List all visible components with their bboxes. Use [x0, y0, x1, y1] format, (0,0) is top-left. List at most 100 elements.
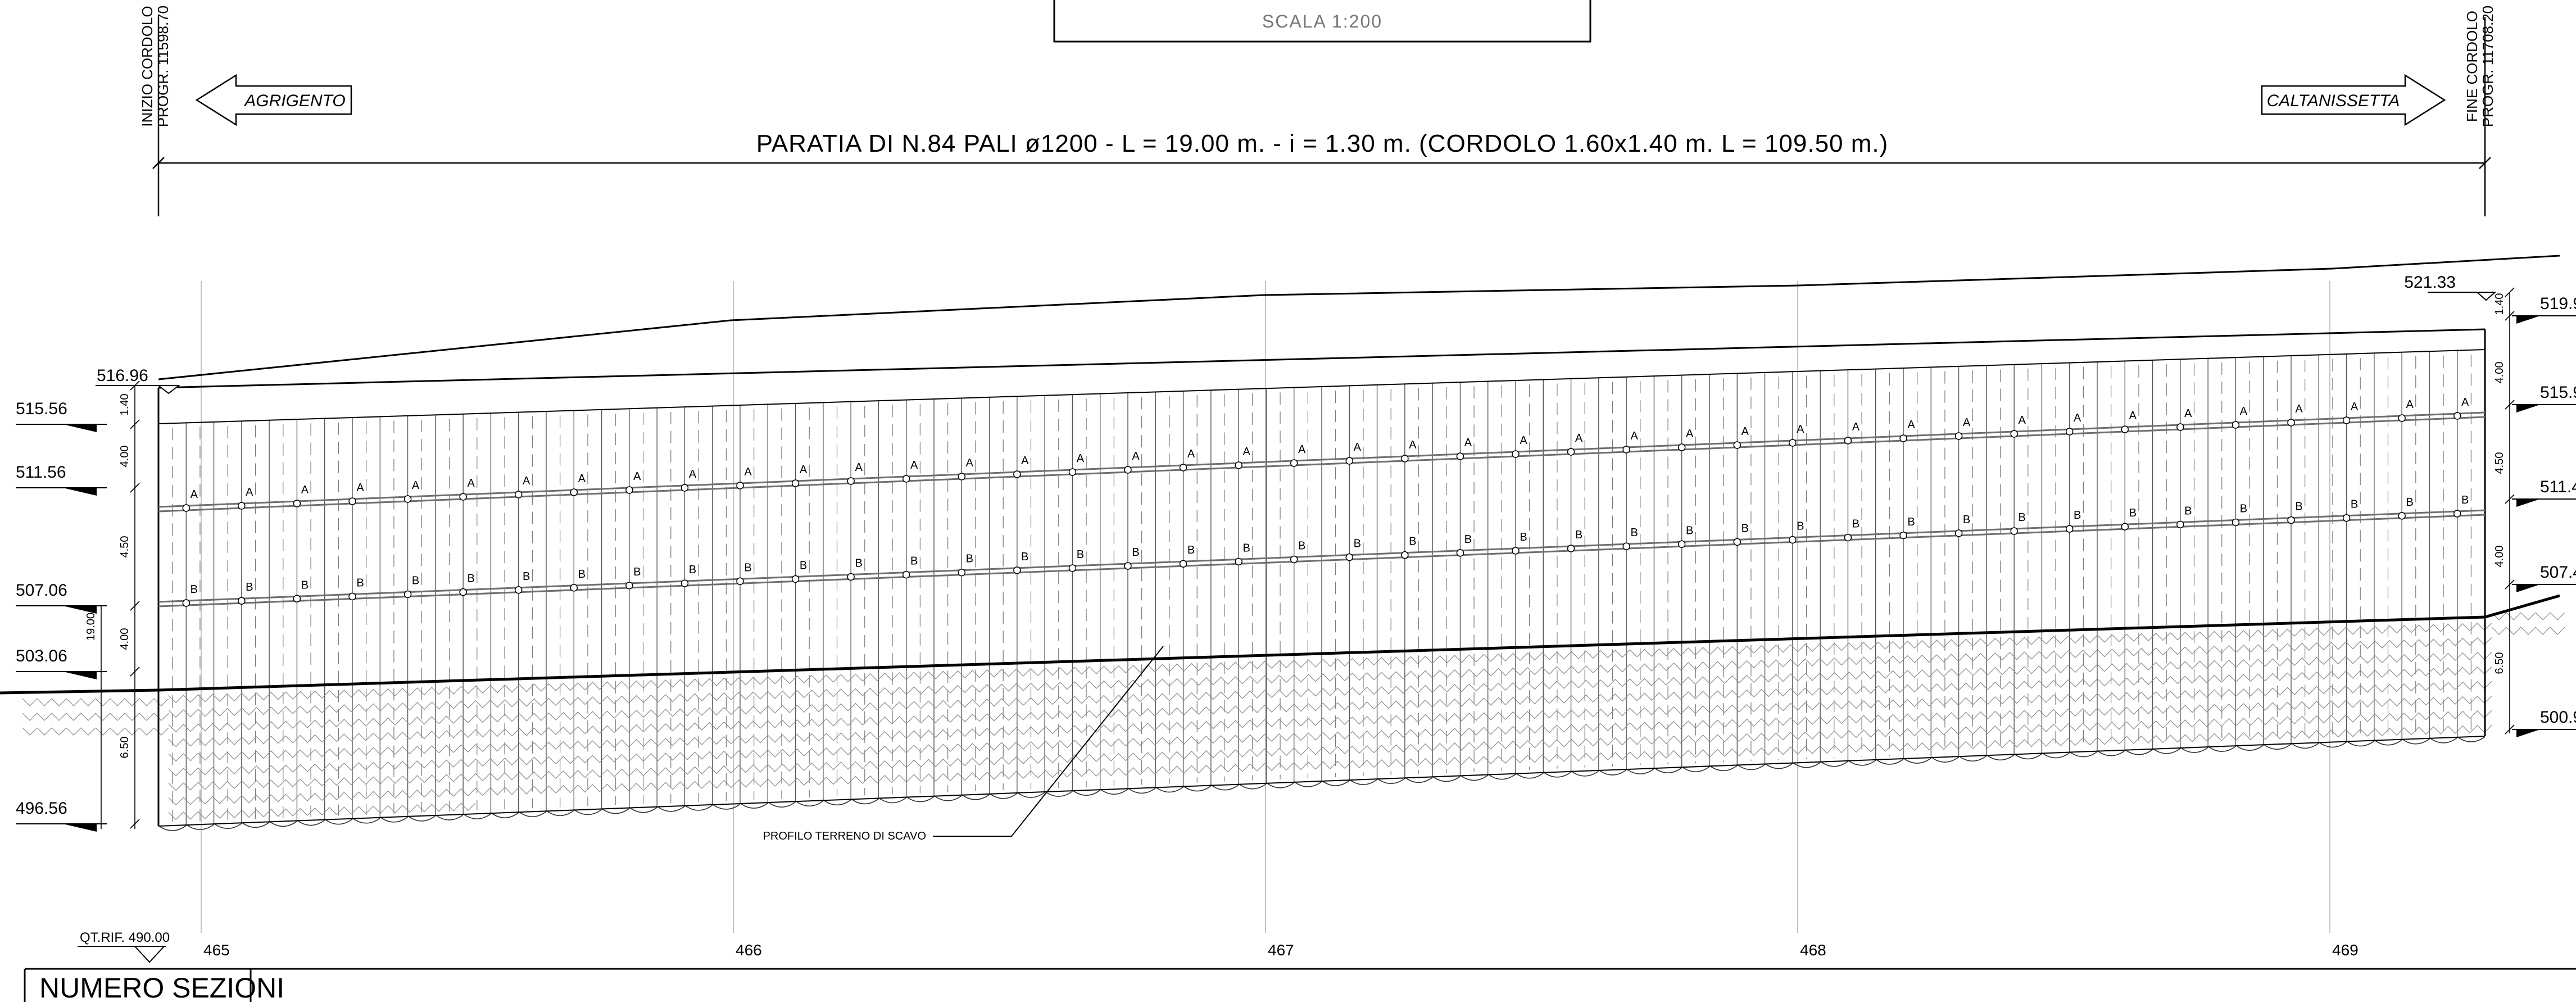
- anchor-head: [1179, 464, 1187, 471]
- pile: [296, 419, 325, 826]
- anchor-label: A: [855, 461, 863, 474]
- ground-hatch: [22, 612, 2565, 820]
- anchor-head: [293, 595, 301, 603]
- anchor-label: B: [412, 575, 419, 587]
- anchor-head: [2398, 414, 2406, 422]
- pile: [2318, 354, 2347, 748]
- anchor-label: B: [2406, 496, 2413, 509]
- anchor-head: [1733, 538, 1741, 546]
- arrow-left-icon: [195, 74, 352, 126]
- level-triangle-icon: [2475, 292, 2497, 301]
- level-triangle-icon: [2516, 405, 2540, 412]
- pile: [906, 399, 935, 802]
- anchor-label: A: [2461, 396, 2469, 409]
- left-elevations: 516.96 515.56 511.56 507.06 503.06 496.56: [16, 366, 180, 832]
- anchor-head: [1456, 549, 1464, 557]
- anchor-label: A: [2184, 407, 2192, 420]
- anchor-label: A: [356, 482, 364, 494]
- direction-caltanissetta: CALTANISSETTA: [2267, 92, 2400, 110]
- anchor-head: [1290, 555, 1298, 564]
- pile: [435, 414, 464, 820]
- pile: [740, 405, 768, 809]
- anchor-head: [1013, 470, 1021, 478]
- anchor-label: B: [1520, 531, 1527, 543]
- anchor-head: [2010, 527, 2018, 535]
- anchor-label: A: [1021, 455, 1029, 467]
- anchor-label: A: [578, 473, 586, 485]
- anchor-label: B: [966, 553, 973, 565]
- anchor-head: [459, 493, 467, 501]
- anchor-label: B: [2295, 501, 2302, 513]
- anchor-head: [1567, 448, 1575, 456]
- pile: [1349, 385, 1378, 785]
- pile: [1598, 377, 1627, 776]
- dimension-label: 4.00: [119, 446, 131, 468]
- anchor-label: A: [191, 488, 198, 501]
- anchor-label: A: [2406, 398, 2414, 411]
- anchor-head: [1345, 457, 1354, 465]
- direction-agrigento: AGRIGENTO: [243, 92, 345, 110]
- pile: [2097, 361, 2125, 756]
- elevation-left: 496.56: [16, 799, 107, 832]
- dimension-label: 4.00: [119, 628, 131, 650]
- pile: [1155, 391, 1184, 793]
- level-triangle-icon: [157, 385, 180, 395]
- anchor-label: B: [1686, 524, 1693, 537]
- anchor-head: [1179, 560, 1187, 568]
- section-number: 468: [1800, 941, 1826, 959]
- anchor-head: [514, 586, 523, 594]
- elevation-right: 511.4: [2512, 478, 2576, 507]
- anchor-head: [1124, 562, 1132, 570]
- pile: [767, 403, 796, 808]
- start-label-line2: PROGR. 11598.70: [155, 6, 171, 127]
- pile: [518, 411, 547, 818]
- scale-box: SCALA 1:200: [1053, 0, 1591, 43]
- anchor-label: A: [2074, 412, 2081, 424]
- pile: [684, 406, 713, 811]
- pile: [1432, 382, 1461, 782]
- anchor-head: [2232, 421, 2240, 429]
- anchor-head: [1622, 446, 1630, 454]
- anchor-head: [2065, 428, 2074, 436]
- anchor-label: B: [191, 583, 198, 596]
- anchor-head: [1677, 540, 1686, 548]
- elevation-right: 515.9: [2512, 383, 2576, 412]
- anchor-label: B: [1575, 529, 1582, 541]
- piles: [158, 350, 2486, 831]
- anchor-label: B: [2461, 494, 2469, 506]
- anchor-head: [238, 502, 246, 510]
- anchor-label: B: [1132, 546, 1139, 559]
- excavation-profile: PROFILO TERRENO DI SCAVO: [0, 594, 2560, 842]
- pile: [1930, 366, 1960, 763]
- level-triangle-icon: [2516, 499, 2540, 507]
- anchor-label: A: [1298, 443, 1306, 456]
- pile: [2041, 363, 2070, 759]
- dimension-label: 4.50: [119, 536, 131, 558]
- anchor-head: [1345, 553, 1354, 561]
- elevation-label: 511.4: [2540, 478, 2576, 496]
- anchor-label: A: [1132, 450, 1140, 463]
- elevation-label: 503.06: [16, 647, 67, 665]
- section-number: 469: [2332, 941, 2359, 959]
- anchor-label: A: [523, 475, 530, 487]
- anchor-head: [2287, 516, 2295, 524]
- pile: [656, 407, 685, 812]
- elevation-label: 519.9: [2540, 294, 2576, 313]
- anchor-label: A: [2018, 414, 2026, 427]
- anchor-label: A: [1907, 419, 1915, 431]
- anchor-head: [1512, 450, 1520, 458]
- pile: [1321, 386, 1350, 786]
- anchor-label: A: [1242, 446, 1250, 458]
- anchor-label: A: [689, 468, 697, 480]
- anchor-label: A: [1354, 441, 1362, 454]
- pile: [601, 409, 630, 814]
- anchor-head: [1290, 459, 1298, 467]
- anchor-head: [1068, 564, 1077, 572]
- level-triangle-icon: [2516, 729, 2540, 737]
- pile: [1543, 379, 1572, 778]
- anchor-label: B: [1242, 542, 1250, 554]
- level-triangle-icon: [63, 488, 97, 496]
- pile: [2013, 364, 2042, 760]
- elevation-label: 500.9: [2540, 708, 2576, 727]
- pile: [1736, 373, 1766, 770]
